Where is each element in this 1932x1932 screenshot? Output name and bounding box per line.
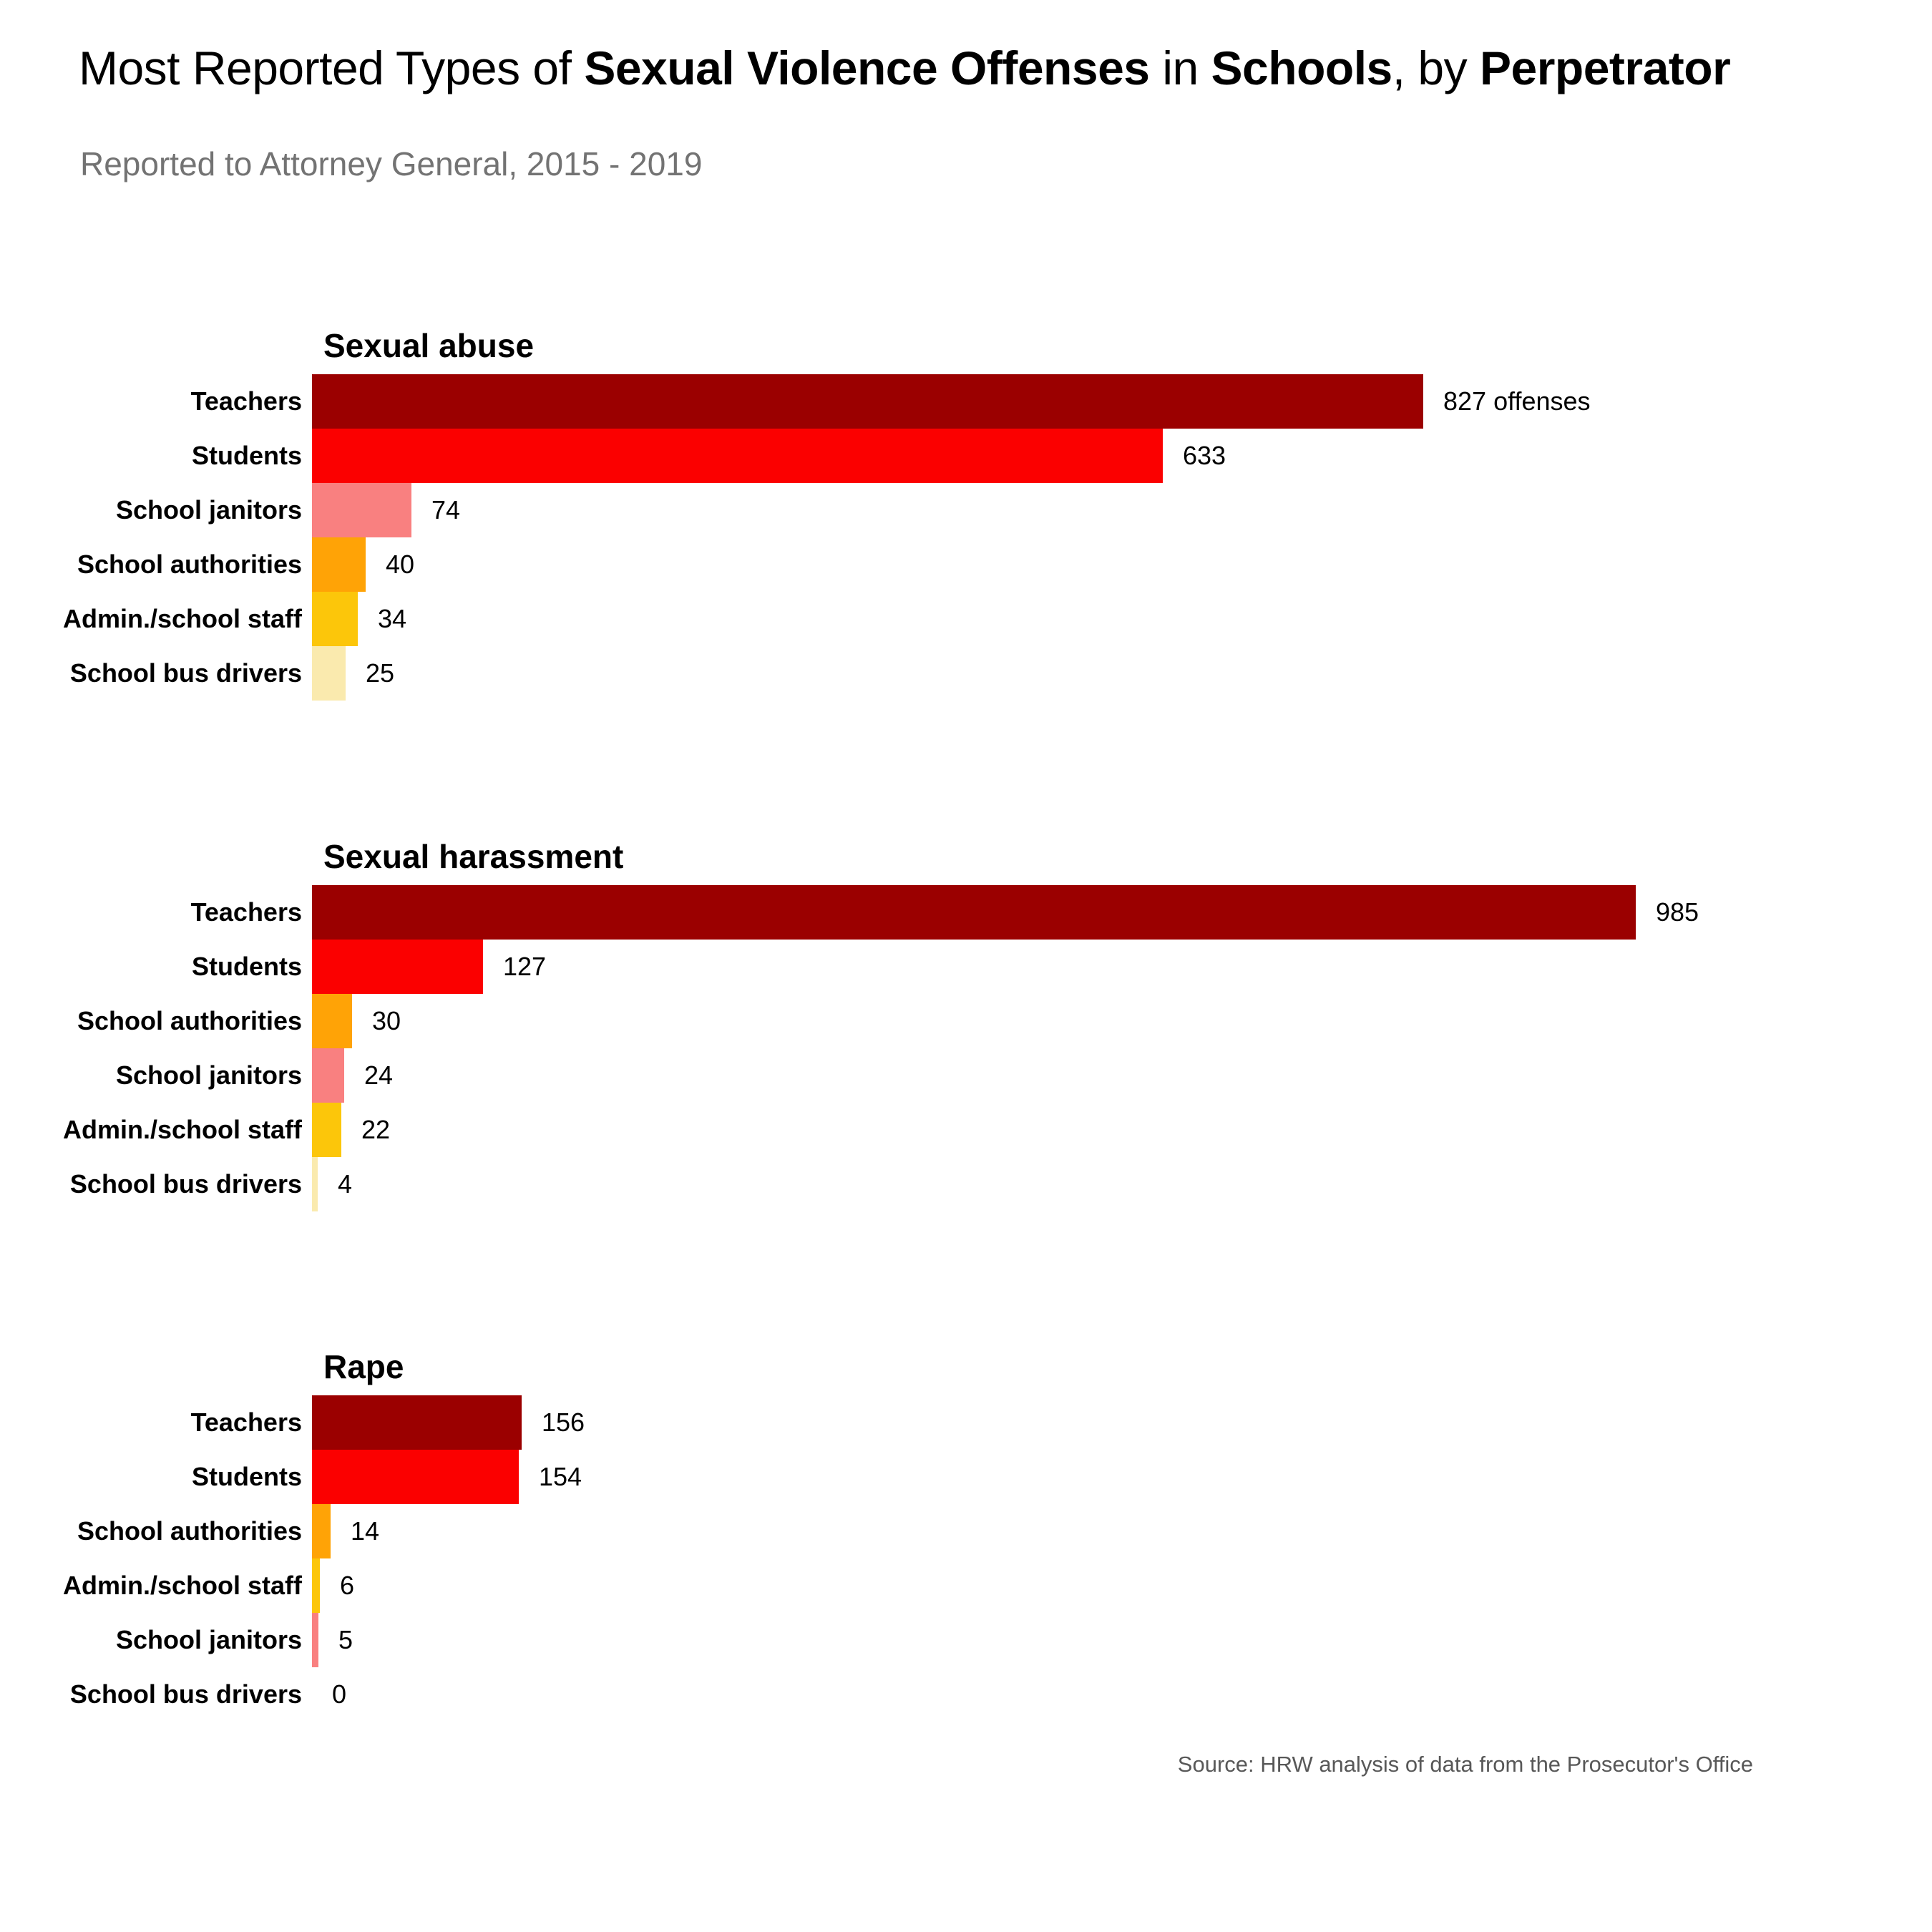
row-label: Students	[191, 441, 302, 470]
bar-rows: Teachers 985 Students 127 School authorities…	[0, 885, 1932, 1211]
value-label: 985	[1656, 897, 1699, 927]
row-label: School janitors	[115, 1060, 302, 1090]
row-label: Admin./school staff	[62, 1115, 302, 1144]
title-segment: in	[1149, 42, 1211, 94]
value-label: 127	[503, 952, 547, 981]
bar	[312, 374, 1423, 429]
title-segment: Perpetrator	[1479, 42, 1731, 94]
row-label: School bus drivers	[69, 1169, 302, 1199]
value-label: 154	[539, 1462, 582, 1491]
bar	[312, 646, 346, 701]
title-segment: Most Reported Types of	[79, 42, 585, 94]
bar-row: School authorities 40	[0, 537, 1932, 592]
row-label: School janitors	[115, 1625, 302, 1654]
row-label: Admin./school staff	[62, 1571, 302, 1600]
chart-title: Rape	[323, 1348, 404, 1385]
value-label: 34	[378, 604, 407, 633]
value-label: 4	[338, 1169, 353, 1199]
bar	[312, 1103, 341, 1157]
bar-row: School bus drivers 25	[0, 646, 1932, 701]
page-title: Most Reported Types of Sexual Violence O…	[79, 42, 1731, 96]
row-label: Students	[191, 1462, 302, 1491]
bar-row: School janitors 24	[0, 1048, 1932, 1103]
row-label: School authorities	[77, 1006, 302, 1035]
bar	[312, 1450, 519, 1504]
bar	[312, 885, 1636, 940]
value-label: 156	[542, 1407, 585, 1437]
bar-row: School janitors 5	[0, 1613, 1932, 1667]
bar-rows: Teachers 156 Students 154 School authorities…	[0, 1395, 1932, 1722]
row-label: School authorities	[77, 1516, 302, 1546]
bar-rows: Teachers 827 offenses Students 633 School ja…	[0, 374, 1932, 701]
bar-row: Admin./school staff 6	[0, 1558, 1932, 1613]
value-label: 0	[332, 1679, 347, 1709]
bar-row: Admin./school staff 22	[0, 1103, 1932, 1157]
bar-row: Teachers 827 offenses	[0, 374, 1932, 429]
bar	[312, 1157, 318, 1211]
bar	[312, 1613, 318, 1667]
bar-row: Students 633	[0, 429, 1932, 483]
row-label: School bus drivers	[69, 1679, 302, 1709]
bar-row: Teachers 156	[0, 1395, 1932, 1450]
bar-row: School authorities 30	[0, 994, 1932, 1048]
value-label: 24	[364, 1060, 394, 1090]
title-segment: Schools	[1211, 42, 1393, 94]
title-segment: Sexual Violence Offenses	[584, 42, 1150, 94]
bar-row: School janitors 74	[0, 483, 1932, 537]
value-label: 14	[351, 1516, 380, 1546]
bar	[312, 1504, 331, 1558]
bar-row: Teachers 985	[0, 885, 1932, 940]
bar-row: Students 127	[0, 940, 1932, 994]
value-label: 5	[338, 1625, 353, 1654]
row-label: Admin./school staff	[62, 604, 302, 633]
source-note: Source: HRW analysis of data from the Pr…	[1177, 1752, 1753, 1777]
bar	[312, 1395, 522, 1450]
chart-section-rape: Rape Teachers 156 Students 154 School author…	[0, 1341, 1932, 1722]
value-label: 633	[1183, 441, 1226, 470]
chart-title: Sexual harassment	[323, 838, 624, 875]
bar-row: School bus drivers 4	[0, 1157, 1932, 1211]
value-label: 22	[361, 1115, 391, 1144]
bar-row: Students 154	[0, 1450, 1932, 1504]
bar	[312, 592, 358, 646]
row-label: School janitors	[115, 495, 302, 525]
bar	[312, 994, 352, 1048]
value-label: 827 offenses	[1443, 386, 1591, 416]
subtitle: Reported to Attorney General, 2015 - 201…	[80, 145, 703, 182]
value-label: 40	[386, 550, 415, 579]
row-label: School authorities	[77, 550, 302, 579]
row-label: School bus drivers	[69, 658, 302, 688]
row-label: Teachers	[190, 386, 302, 416]
chart-section-sexual-harassment: Sexual harassment Teachers 985 Students 127…	[0, 831, 1932, 1211]
bar	[312, 1558, 320, 1613]
value-label: 30	[372, 1006, 401, 1035]
bar	[312, 483, 411, 537]
value-label: 6	[340, 1571, 355, 1600]
title-segment: , by	[1392, 42, 1480, 94]
row-label: Teachers	[190, 1407, 302, 1437]
value-label: 25	[366, 658, 395, 688]
bar	[312, 429, 1163, 483]
bar-row: Admin./school staff 34	[0, 592, 1932, 646]
bar	[312, 537, 366, 592]
bar-row: School bus drivers 0	[0, 1667, 1932, 1722]
row-label: Teachers	[190, 897, 302, 927]
chart-title: Sexual abuse	[323, 327, 535, 364]
chart-section-sexual-abuse: Sexual abuse Teachers 827 offenses Student…	[0, 320, 1932, 701]
row-label: Students	[191, 952, 302, 981]
bar-row: School authorities 14	[0, 1504, 1932, 1558]
bar	[312, 1048, 344, 1103]
value-label: 74	[431, 495, 461, 525]
bar	[312, 940, 483, 994]
